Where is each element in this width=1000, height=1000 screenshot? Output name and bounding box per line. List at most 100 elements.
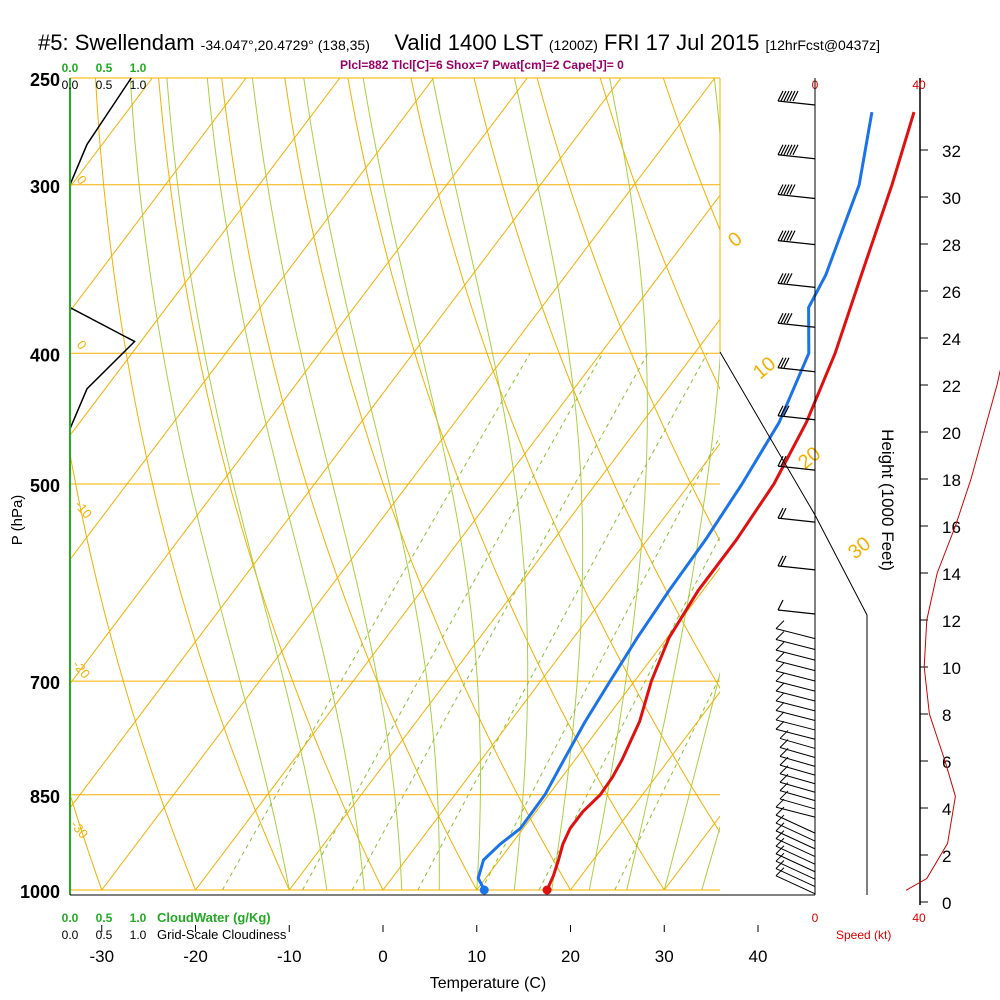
dry-adiabat (70, 451, 196, 891)
height-tick-label: 8 (942, 706, 951, 725)
pressure-tick-label: 1000 (20, 882, 60, 902)
dry-adiabat (536, 78, 720, 542)
wind-barb-staff (777, 100, 816, 106)
wind-barb-flag (775, 845, 785, 855)
wind-barb-flag (777, 144, 784, 156)
wind-barb (779, 773, 816, 793)
wind-barb (775, 860, 816, 887)
cloudiness-tick-top: 0.0 (62, 78, 79, 92)
wind-barb-staff (779, 781, 816, 793)
dry-adiabat (599, 78, 720, 391)
dry-adiabat (70, 792, 103, 891)
wind-barb-flag (786, 90, 793, 102)
wind-barb-flag (777, 455, 784, 467)
dry-adiabat (347, 78, 665, 891)
height-tick-label: 32 (942, 142, 961, 161)
wind-barb-staff (777, 517, 816, 523)
isotherm-label: 30 (844, 533, 875, 564)
wind-barb-staff (775, 822, 816, 842)
wind-barb-flag (780, 144, 787, 156)
cloudiness-label: Grid-Scale Cloudiness (157, 927, 287, 942)
height-tick-label: 20 (942, 424, 961, 443)
pressure-tick-label: 700 (30, 673, 60, 693)
wind-barb (775, 692, 816, 712)
wind-barb (775, 806, 816, 834)
dewpoint-line-surface-point (479, 885, 489, 895)
wind-barb-flag (779, 782, 789, 792)
dry-adiabat (853, 78, 1000, 890)
wind-barb-flag (780, 273, 787, 284)
wind-barb-flag (777, 184, 784, 195)
wind-barb-staff (775, 853, 816, 873)
moist-adiabat (206, 78, 365, 891)
wind-barb-staff (777, 565, 816, 571)
pressure-tick-label: 250 (30, 70, 60, 90)
wind-barb-flag (789, 184, 796, 195)
valid-time: Valid 1400 LST (394, 30, 543, 55)
wind-barb-staff (775, 845, 816, 865)
wind-barb-flag (777, 273, 784, 284)
wind-speed-line (905, 369, 1000, 891)
wind-barb (779, 782, 816, 802)
wind-barb-flag (775, 822, 785, 832)
wind-barb-staff (775, 830, 816, 850)
wind-barb-flag (780, 455, 787, 467)
wind-barb-staff (779, 764, 816, 776)
wind-barb-staff (775, 728, 816, 740)
wind-barb-flag (775, 830, 785, 839)
mixing-ratio-label: 2 (288, 898, 304, 913)
cloudwater-label: CloudWater (g/Kg) (157, 910, 271, 925)
wind-barb (775, 814, 816, 842)
x-tick-label: -20 (183, 947, 208, 966)
height-axis-label: Height (1000 Feet) (878, 429, 897, 571)
wind-barb (775, 845, 816, 873)
wind-barb-staff (777, 282, 816, 289)
x-tick-label: 10 (467, 947, 486, 966)
cloudwater-tick-top: 0.5 (96, 61, 113, 75)
wind-barb-flag (775, 711, 785, 721)
valid-date: FRI 17 Jul 2015 (604, 30, 760, 55)
wind-barb-flag (792, 144, 799, 156)
height-envelope (719, 351, 868, 895)
pressure-tick-label: 500 (30, 476, 60, 496)
dry-adiabat (221, 78, 478, 891)
wind-barb-flag (775, 860, 785, 869)
mixing-ratio-label: 12 (524, 892, 545, 913)
wind-barb-flag (777, 90, 784, 102)
pressure-tick-label: 850 (30, 787, 60, 807)
dry-adiabat (284, 78, 571, 891)
moist-adiabat (701, 825, 720, 891)
wind-barb-staff (779, 755, 816, 767)
dry-adiabat (410, 78, 720, 834)
wind-barb-flag (775, 682, 785, 692)
wind-barb-staff (775, 709, 816, 721)
moist-adiabat (626, 78, 720, 891)
mixing-ratio-label: 8 (467, 898, 483, 913)
wind-barb (777, 405, 816, 421)
y-axis-label: P (hPa) (9, 495, 26, 546)
wind-barb-staff (775, 660, 816, 672)
moist-adiabat (251, 78, 403, 891)
isotherm-label: 0 (724, 228, 747, 252)
wind-barb-flag (775, 652, 785, 662)
height-tick-label: 10 (942, 659, 961, 678)
cloudiness-tick-top: 1.0 (130, 78, 147, 92)
wind-barb-staff (775, 838, 816, 858)
wind-barb-flag (783, 273, 790, 284)
wind-barb-flag (775, 662, 785, 672)
wind-barb-flag (783, 405, 790, 417)
wind-barb-flag (783, 184, 790, 195)
wind-barb-flag (777, 357, 784, 369)
wind-barb-flag (789, 144, 796, 156)
wind-barb-flag (775, 814, 785, 824)
height-tick-label: 26 (942, 283, 961, 302)
height-tick-label: 22 (942, 377, 961, 396)
height-tick-label: 2 (942, 847, 951, 866)
moist-adiabat (166, 78, 328, 891)
wind-barb-flag (779, 765, 789, 775)
wind-barb-flag (775, 620, 785, 629)
wind-barb (775, 620, 816, 640)
pressure-tick-label: 400 (30, 345, 60, 365)
wind-barb-flag (779, 730, 789, 739)
wind-barb (775, 672, 816, 692)
